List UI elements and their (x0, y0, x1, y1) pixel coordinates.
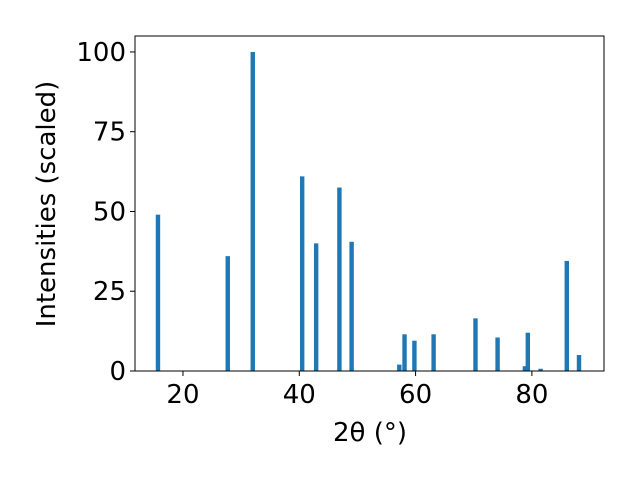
bar (495, 337, 500, 371)
bar (225, 256, 230, 371)
bar (564, 260, 569, 371)
x-tick-label: 20 (166, 380, 199, 410)
plot-frame (134, 35, 605, 372)
y-tick-label: 25 (93, 277, 126, 307)
bar (397, 364, 402, 371)
bar (349, 241, 354, 371)
bar (525, 332, 531, 371)
bar (522, 366, 528, 371)
bar (155, 214, 161, 371)
x-tick-label: 80 (515, 380, 548, 410)
bar (402, 334, 407, 371)
x-tick-label: 40 (283, 380, 316, 410)
x-tick-label: 60 (399, 380, 432, 410)
bar (576, 355, 582, 371)
bar (250, 51, 255, 371)
x-axis-label: 2θ (°) (333, 418, 407, 448)
y-tick-label: 100 (76, 38, 126, 68)
bar (473, 318, 478, 371)
y-tick-label: 0 (109, 357, 126, 387)
bar (412, 340, 417, 371)
bar (313, 243, 319, 371)
bar (337, 187, 342, 371)
bar (299, 176, 305, 371)
y-tick-label: 50 (93, 197, 126, 227)
y-tick-label: 75 (93, 118, 126, 148)
y-axis-label: Intensities (scaled) (32, 81, 62, 328)
bar (431, 334, 436, 371)
bar (538, 368, 543, 371)
